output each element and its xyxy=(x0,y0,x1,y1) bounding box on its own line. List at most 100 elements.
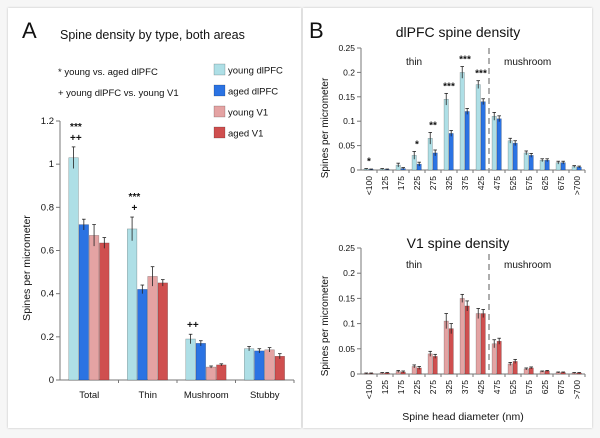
bar-young-v1-mushroom xyxy=(206,366,217,381)
legend-label-young-v1: young V1 xyxy=(228,108,268,119)
x-tick-label: 275 xyxy=(428,176,438,190)
bar-aged-dlpfc-375 xyxy=(464,111,470,171)
bar-aged-v1-425 xyxy=(480,313,486,375)
chart-bbottom-title: V1 spine density xyxy=(407,235,510,251)
btop-region-mushroom: mushroom xyxy=(504,57,551,68)
bar-aged-v1-mushroom xyxy=(216,364,227,381)
y-tick-label: 0.2 xyxy=(343,268,355,278)
legend-swatch-aged-v1 xyxy=(213,126,226,139)
legend-label-young-dlpfc: young dlPFC xyxy=(228,66,283,77)
significance-label: ++ xyxy=(70,133,82,144)
significance-label: ++ xyxy=(187,320,199,331)
bar-young-v1-425 xyxy=(475,313,481,375)
y-tick-label: 0.25 xyxy=(338,243,355,253)
x-tick-label: <100 xyxy=(364,176,374,195)
legend-label-aged-dlpfc: aged dlPFC xyxy=(228,87,278,98)
bar-young-dlpfc-525 xyxy=(507,140,513,171)
x-tick-label: 575 xyxy=(524,380,534,394)
y-tick-label: 1.2 xyxy=(41,116,54,127)
bar-young-v1-275 xyxy=(427,353,433,375)
x-tick-label: 175 xyxy=(396,176,406,190)
legend-swatch-aged-dlpfc xyxy=(213,84,226,97)
y-tick-label: 0.05 xyxy=(338,141,355,151)
y-tick-label: 0.15 xyxy=(338,293,355,303)
bar-aged-v1-stubby xyxy=(274,356,285,381)
bar-aged-v1-total xyxy=(99,242,110,381)
btop-region-thin: thin xyxy=(406,57,422,68)
bar-aged-v1-thin xyxy=(157,282,168,381)
x-tick-label: 475 xyxy=(492,380,502,394)
x-tick-label: 325 xyxy=(444,176,454,190)
bbottom-region-thin: thin xyxy=(406,260,422,271)
bar-young-v1-thin xyxy=(147,276,158,381)
significance-label: ** xyxy=(429,120,437,131)
chart-a-title: Spine density by type, both areas xyxy=(60,28,245,42)
y-tick-label: 0.05 xyxy=(338,344,355,354)
bar-aged-dlpfc-stubby xyxy=(254,350,265,381)
note-plus: + young dlPFC vs. young V1 xyxy=(58,88,179,99)
legend-swatch-young-v1 xyxy=(213,105,226,118)
bar-young-v1-stubby xyxy=(264,349,275,381)
bar-young-dlpfc-mushroom xyxy=(185,338,196,381)
x-tick-label: 375 xyxy=(460,380,470,394)
chart-btop-title: dlPFC spine density xyxy=(396,24,521,40)
bar-young-v1-375 xyxy=(459,298,465,375)
x-tick-label: 675 xyxy=(556,380,566,394)
bar-young-v1-475 xyxy=(491,343,497,375)
x-tick-label: 375 xyxy=(460,176,470,190)
plot-b-top: 0 0.05 0.1 0.15 0.2 0.25 <100 125 175 225 275 325 37… xyxy=(338,43,586,195)
y-tick-label: 0.2 xyxy=(343,67,355,77)
bar-young-dlpfc-375 xyxy=(459,72,465,171)
bar-young-dlpfc-425 xyxy=(475,84,481,171)
significance-label: + xyxy=(131,203,137,214)
plot-b-bottom: 0 0.05 0.1 0.15 0.2 0.25 <100 125 175 225 275 325 37… xyxy=(338,243,586,399)
y-tick-label: 0.8 xyxy=(41,202,54,213)
x-tick-label: 675 xyxy=(556,176,566,190)
bar-aged-v1-275 xyxy=(432,356,438,375)
significance-label: * xyxy=(415,139,419,150)
y-tick-label: 0.25 xyxy=(338,43,355,53)
x-tick-label: <100 xyxy=(364,380,374,399)
legend-swatch-young-dlpfc xyxy=(213,63,226,76)
x-tick-label: Stubby xyxy=(250,390,280,401)
bar-young-dlpfc-625 xyxy=(539,159,545,171)
chart-bbottom-ylabel: Spines per micrometer xyxy=(320,275,331,376)
x-tick-label: 275 xyxy=(428,380,438,394)
y-tick-label: 1 xyxy=(49,159,54,170)
x-tick-label: Mushroom xyxy=(184,390,229,401)
x-tick-label: >700 xyxy=(572,380,582,399)
bbottom-region-mushroom: mushroom xyxy=(504,260,551,271)
bar-aged-dlpfc-425 xyxy=(480,101,486,171)
bar-young-dlpfc-325 xyxy=(443,98,449,171)
x-tick-label: 225 xyxy=(412,176,422,190)
bar-young-dlpfc-575 xyxy=(523,152,529,171)
bar-aged-dlpfc-575 xyxy=(528,155,534,171)
chart-btop-ylabel: Spines per micrometer xyxy=(320,77,331,178)
x-tick-label: >700 xyxy=(572,176,582,195)
chart-bbottom-xlabel: Spine head diameter (nm) xyxy=(402,411,523,423)
bar-young-dlpfc-total xyxy=(68,157,79,381)
panel-a-chart: A Spine density by type, both areas * yo… xyxy=(21,18,295,401)
x-tick-label: 125 xyxy=(380,380,390,394)
significance-label: *** xyxy=(443,81,455,92)
x-tick-label: Thin xyxy=(139,390,157,401)
chart-a-ylabel: Spines per micrometer xyxy=(21,215,33,321)
panel-a-letter: A xyxy=(22,18,37,43)
panel-b: B dlPFC spine density Spines per microme… xyxy=(303,8,592,428)
y-tick-label: 0.1 xyxy=(343,116,355,126)
bar-young-dlpfc-stubby xyxy=(244,348,255,381)
bar-aged-v1-475 xyxy=(496,340,502,375)
bar-aged-dlpfc-mushroom xyxy=(195,343,206,381)
x-tick-label: 325 xyxy=(444,380,454,394)
x-tick-label: 425 xyxy=(476,176,486,190)
x-tick-label: 525 xyxy=(508,176,518,190)
bar-aged-dlpfc-525 xyxy=(512,142,518,171)
x-tick-label: 175 xyxy=(396,380,406,394)
x-tick-label: 475 xyxy=(492,176,502,190)
bar-aged-v1-325 xyxy=(448,328,454,375)
x-tick-label: 625 xyxy=(540,176,550,190)
x-tick-label: 125 xyxy=(380,176,390,190)
y-tick-label: 0 xyxy=(49,375,54,386)
note-star: * young vs. aged dlPFC xyxy=(58,67,158,78)
